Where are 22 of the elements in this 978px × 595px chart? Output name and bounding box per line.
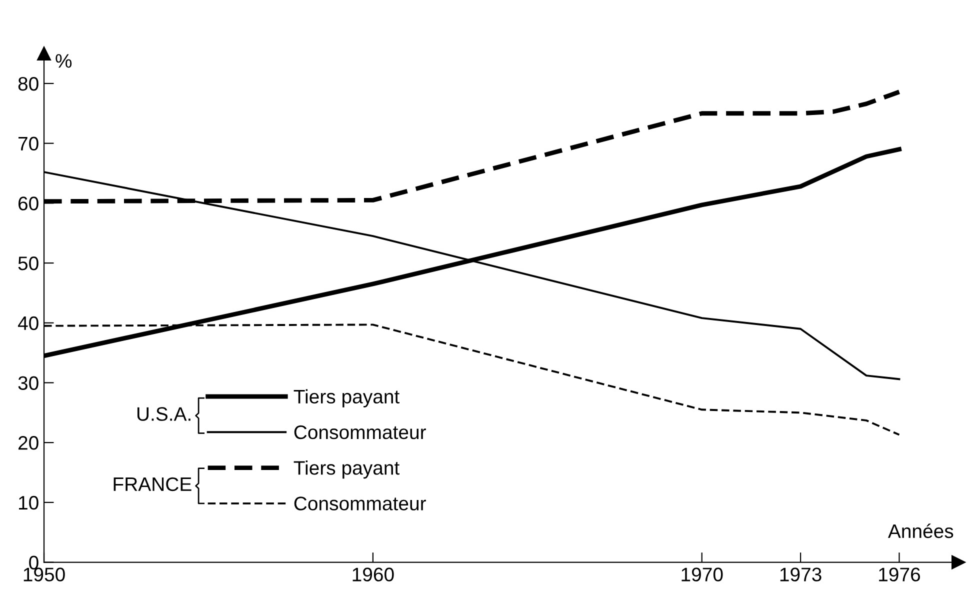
legend-label: Tiers payant: [294, 460, 400, 479]
y-tick-label: 30: [18, 376, 38, 390]
x-tick-label: 1973: [780, 568, 822, 582]
annotation: FRANCE: [114, 477, 192, 492]
y-tick-label: 20: [18, 436, 38, 450]
y-tick-label: 0: [29, 556, 38, 570]
x-tick-label: 1970: [682, 568, 723, 582]
x-axis-title: Années: [888, 524, 954, 538]
y-axis-title: %: [56, 54, 72, 68]
y-tick-label: 10: [19, 496, 38, 510]
x-tick-label: 1960: [352, 568, 394, 582]
y-tick-label: 40: [18, 316, 38, 330]
x-tick-label: 1950: [24, 568, 65, 582]
y-tick-label: 70: [18, 136, 38, 151]
y-tick-label: 50: [18, 256, 38, 270]
legend-label: Consommateur: [294, 496, 426, 510]
legend-label: Consommateur: [294, 425, 426, 440]
legend-label: Tiers payant: [294, 389, 400, 408]
x-tick-label: 1976: [879, 568, 920, 582]
y-tick-label: 60: [18, 196, 38, 210]
y-tick-label: 80: [18, 76, 38, 91]
annotation: U.S.A.: [137, 407, 190, 421]
